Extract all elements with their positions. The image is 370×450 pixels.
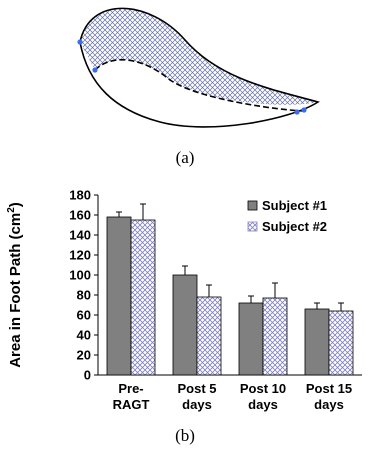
caption-a: (a)	[176, 148, 195, 167]
x-category-label: Post 15	[306, 381, 352, 396]
x-category-label: days	[182, 397, 212, 412]
bar-2	[262, 297, 288, 376]
foot-path-diagram	[77, 7, 320, 128]
legend-swatch	[247, 221, 258, 232]
y-tick-label: 40	[77, 328, 91, 343]
y-tick-label: 20	[77, 348, 91, 363]
marker-point	[294, 109, 300, 115]
x-category-label: RAGT	[113, 397, 150, 412]
y-tick-label: 0	[84, 368, 91, 383]
y-tick-label: 160	[69, 208, 91, 223]
bar-2	[196, 296, 222, 376]
y-tick-label: 80	[77, 288, 91, 303]
foot-path-shaded-area	[80, 8, 318, 105]
x-category-label: days	[248, 397, 278, 412]
inner-foot-path	[94, 59, 304, 112]
x-category-label: Pre-	[118, 381, 143, 396]
bar-chart: 0 20 40 60 80 100 120 140 160 180 Area in Foot Pat…	[6, 188, 362, 412]
bar-2	[328, 310, 354, 376]
legend-swatch	[247, 200, 258, 211]
legend-label: Subject #1	[262, 198, 327, 213]
x-category-label: Post 5	[177, 381, 216, 396]
bar-1	[106, 216, 132, 376]
y-tick-label: 60	[77, 308, 91, 323]
caption-b: (b)	[175, 426, 195, 445]
y-tick-label: 100	[69, 268, 91, 283]
marker-point	[92, 67, 98, 73]
marker-point	[77, 39, 83, 45]
bar-1	[238, 302, 264, 376]
y-axis-label: Area in Foot Path (cm2)	[6, 202, 24, 368]
marker-point	[301, 107, 307, 113]
y-tick-label: 180	[69, 188, 91, 203]
outer-foot-path	[79, 7, 320, 128]
legend-label: Subject #2	[262, 219, 327, 234]
y-tick-label: 120	[69, 248, 91, 263]
bar-1	[304, 308, 330, 376]
x-category-label: days	[314, 397, 344, 412]
bar-1	[172, 274, 198, 376]
y-tick-label: 140	[69, 228, 91, 243]
bar-2	[130, 219, 156, 376]
x-category-label: Post 10	[240, 381, 286, 396]
